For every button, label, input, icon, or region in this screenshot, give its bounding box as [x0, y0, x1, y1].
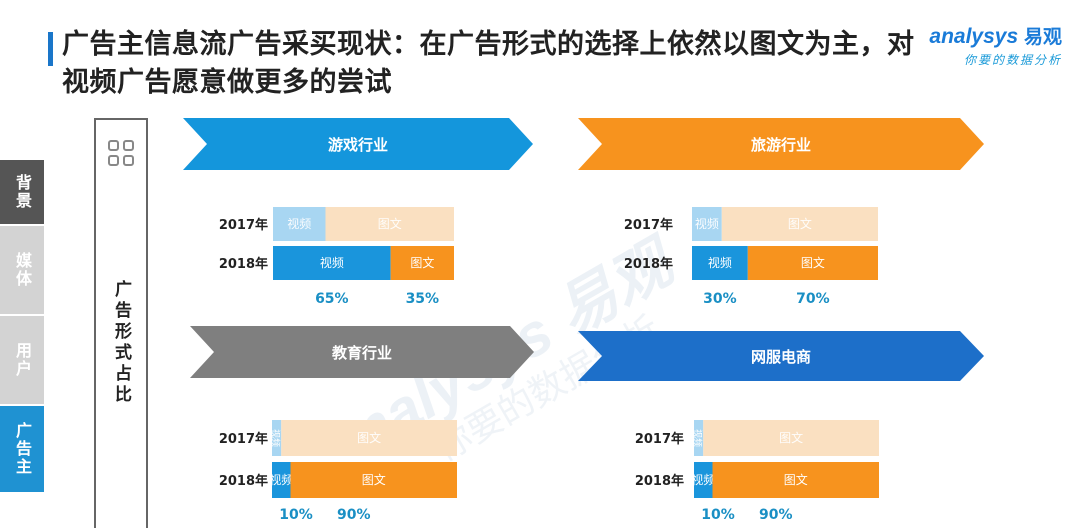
logo-prefix: a	[929, 25, 942, 48]
year-label: 2017年	[219, 431, 268, 447]
stacked-bar-segment	[272, 462, 291, 498]
side-axis-label: 广告形式占比	[111, 280, 131, 406]
segment-series-label: 图文	[410, 255, 434, 270]
year-label: 2018年	[219, 256, 268, 272]
logo-brand: nalysys	[941, 25, 1019, 48]
industry-arrow-banner	[578, 331, 984, 381]
industry-title: 旅游行业	[751, 136, 811, 154]
side-nav: 背景 媒体 用户 广告主	[0, 160, 44, 494]
logo-tagline: 你要的数据分析	[963, 53, 1062, 67]
stacked-bar-segment	[747, 246, 878, 280]
nav-tab-advertisers[interactable]: 广告主	[0, 406, 44, 494]
segment-series-label: 视频	[270, 429, 282, 447]
segment-series-label: 视频	[320, 255, 344, 270]
percent-data-label: 10%	[279, 507, 313, 522]
segment-series-label: 视频	[269, 472, 293, 487]
segment-series-label: 图文	[801, 255, 825, 270]
segment-series-label: 图文	[362, 472, 386, 487]
nav-tab-background[interactable]: 背景	[0, 160, 44, 226]
logo-text: analysys 易观	[912, 22, 1062, 49]
stacked-bar-segment	[692, 207, 722, 241]
year-label: 2017年	[219, 217, 268, 233]
industry-arrow-banner	[190, 326, 534, 378]
stacked-bar-segment	[721, 207, 878, 241]
percent-data-label: 70%	[796, 291, 830, 307]
stacked-bar-segment	[694, 420, 704, 456]
segment-series-label: 图文	[788, 216, 812, 231]
segment-series-label: 视频	[695, 216, 719, 231]
stacked-bar-segment	[290, 462, 457, 498]
industry-title: 游戏行业	[328, 136, 388, 154]
stacked-bar-segment	[692, 246, 748, 280]
stacked-bar-segment	[273, 246, 391, 280]
stacked-bar-segment	[712, 462, 879, 498]
year-label: 2018年	[624, 256, 673, 272]
page-title: 广告主信息流广告采买现状：在广告形式的选择上依然以图文为主，对视频广告愿意做更多…	[62, 29, 915, 98]
percent-data-label: 90%	[337, 507, 371, 522]
year-label: 2017年	[624, 217, 673, 233]
stacked-bar-segment	[273, 207, 326, 241]
percent-data-label: 35%	[406, 291, 440, 307]
percent-data-label: 65%	[315, 291, 349, 307]
percent-data-label: 10%	[701, 507, 735, 522]
segment-series-label: 视频	[287, 216, 311, 231]
stacked-bar-segment	[325, 207, 454, 241]
segment-series-label: 视频	[708, 255, 732, 270]
stacked-bar-segment	[272, 420, 282, 456]
stacked-bar-segment	[390, 246, 454, 280]
stacked-bar-segment	[694, 462, 713, 498]
side-label-box: 广告形式占比	[94, 118, 148, 528]
year-label: 2018年	[635, 473, 684, 489]
industry-title: 网服电商	[751, 348, 811, 366]
brand-logo: analysys 易观 你要的数据分析	[912, 22, 1062, 68]
year-label: 2018年	[219, 473, 268, 489]
nav-tab-users[interactable]: 用户	[0, 316, 44, 406]
industry-arrow-banner	[578, 118, 984, 170]
nav-tab-media[interactable]: 媒体	[0, 226, 44, 316]
segment-series-label: 图文	[779, 430, 803, 445]
segment-series-label: 图文	[357, 430, 381, 445]
year-label: 2017年	[635, 431, 684, 447]
grid-icon	[108, 140, 136, 168]
segment-series-label: 图文	[378, 216, 402, 231]
title-accent-bar	[48, 32, 53, 66]
segment-series-label: 视频	[692, 429, 704, 447]
stacked-bar-segment	[281, 420, 457, 456]
logo-brand-cn: 易观	[1023, 27, 1062, 48]
industry-title: 教育行业	[331, 344, 392, 362]
segment-series-label: 视频	[691, 472, 715, 487]
percent-data-label: 30%	[703, 291, 737, 307]
segment-series-label: 图文	[784, 472, 808, 487]
percent-data-label: 90%	[759, 507, 793, 522]
stacked-bar-segment	[703, 420, 879, 456]
industry-arrow-banner	[183, 118, 533, 170]
